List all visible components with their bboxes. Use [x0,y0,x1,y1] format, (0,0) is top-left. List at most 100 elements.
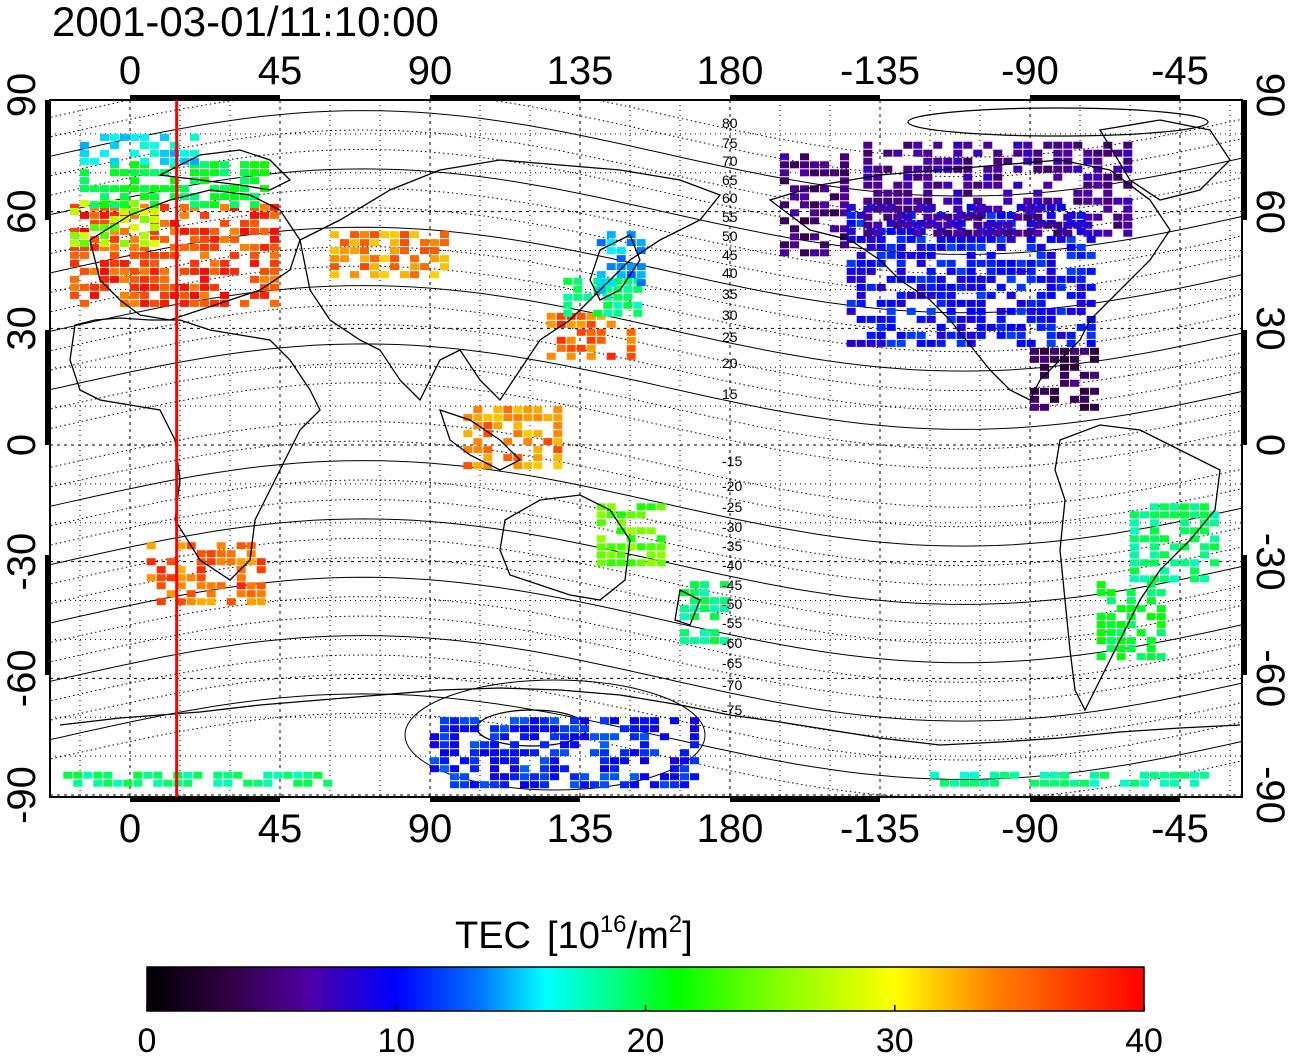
tec-cell [856,251,866,259]
tec-cell [1083,181,1093,189]
tec-cell [800,233,809,241]
tec-cell [1046,315,1056,323]
tec-region [930,771,1209,787]
tec-cell [710,605,719,613]
tec-cell [690,589,699,597]
lon-tick-label: -45 [1151,807,1209,851]
tec-cell [110,141,119,149]
tec-cell [1113,173,1123,181]
tec-cell [800,217,809,225]
tec-cell [140,216,149,223]
tec-cell [530,781,539,789]
tec-cell [1180,527,1189,535]
tec-cell [626,527,636,535]
tec-cell [160,219,169,227]
tec-cell [113,779,123,787]
coastlines [59,119,1241,746]
tec-cell [583,293,593,301]
tec-cell [1150,511,1159,519]
tec-cell [110,224,119,231]
tec-cell [1036,275,1046,283]
tec-cell [616,527,626,535]
tec-cell [990,771,999,779]
tec-cell [503,406,513,414]
tec-region [80,133,199,165]
tec-cell [840,209,849,217]
tec-cell [170,177,179,185]
tec-cell [240,169,249,177]
tec-cell [976,323,986,331]
tec-cell [1033,213,1043,221]
tec-cell [590,749,599,757]
tec-cell [246,558,256,566]
tec-cell [1040,771,1049,779]
tec-cell [1076,211,1086,219]
tec-cell [260,211,269,219]
tec-cell [616,247,626,255]
tec-cell [210,259,219,267]
tec-cell [1036,243,1046,251]
tec-cell [596,279,606,287]
tec-cell [613,309,623,317]
tec-cell [493,406,503,414]
tec-cell [1116,621,1126,629]
tec-cell [1086,323,1096,331]
tec-region [596,503,666,567]
tec-cell [110,235,119,243]
tec-cell [1150,535,1159,543]
tec-cell [260,291,269,299]
tec-cell [1130,575,1139,583]
tec-cell [660,773,669,781]
tec-cell [1086,235,1096,243]
tec-cell [160,203,169,211]
lat-tick-label: 0 [1248,434,1292,456]
tec-cell [966,299,976,307]
tec-cell [846,259,856,267]
tec-cell [690,741,699,749]
tec-cell [543,438,553,446]
tec-cell [953,197,963,205]
tec-cell [90,267,99,275]
tec-cell [1086,299,1096,307]
tec-cell [1146,597,1156,605]
tec-cell [170,193,179,201]
lat-tick-label: -60 [1248,649,1292,707]
tec-cell [540,717,549,725]
tec-cell [270,259,279,267]
tec-cell [520,725,529,733]
tec-cell [1123,181,1133,189]
tec-cell [1140,779,1149,787]
tec-cell [360,263,369,271]
tec-cell [160,267,169,275]
tec-cell [180,203,189,211]
tec-cell [550,725,559,733]
tec-cell [1036,315,1046,323]
tec-cell [790,193,799,201]
tec-cell [150,216,159,223]
tec-cell [150,193,159,201]
tec-cell [576,328,586,336]
tec-cell [360,255,369,263]
tec-cell [660,733,669,741]
tec-cell [1200,527,1209,535]
tec-cell [520,733,529,741]
tec-cell [556,336,566,344]
tec-cell [1026,299,1036,307]
tec-cell [513,462,523,470]
tec-cell [206,598,216,606]
tec-cell [1066,243,1076,251]
tec-cell [1053,221,1063,229]
tec-region [1030,347,1099,411]
tec-cell [156,598,166,606]
tec-cell [876,235,886,243]
tec-cell [1150,551,1159,559]
tec-cell [690,717,699,725]
tec-cell [150,169,159,177]
tec-cell [210,227,219,235]
tec-cell [270,283,279,291]
tec-cell [236,590,246,598]
contour-label: -60 [722,635,742,651]
tec-cell [863,181,873,189]
tec-cell [140,251,149,259]
